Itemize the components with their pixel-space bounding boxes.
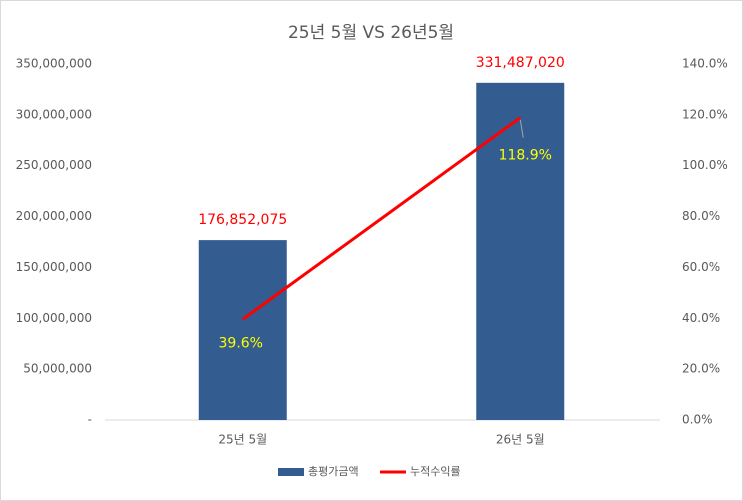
chart-title: 25년 5월 VS 26년5월 xyxy=(288,23,454,43)
line-value-label: 118.9% xyxy=(499,148,552,164)
y2-tick-label: 140.0% xyxy=(682,57,728,71)
y2-tick-label: 0.0% xyxy=(682,413,713,427)
y-tick-label: 150,000,000 xyxy=(16,260,92,274)
y-tick-label: 200,000,000 xyxy=(16,209,92,223)
y-tick-label: 250,000,000 xyxy=(16,158,92,172)
line xyxy=(241,116,522,321)
y-tick-label: 350,000,000 xyxy=(16,57,92,71)
bar-value-label: 331,487,020 xyxy=(476,55,565,71)
x-tick-label: 26년 5월 xyxy=(496,433,545,447)
y2-tick-label: 60.0% xyxy=(682,260,720,274)
legend-swatch xyxy=(278,468,304,476)
y2-tick-label: 40.0% xyxy=(682,311,720,325)
legend-label: 총평가금액 xyxy=(308,465,359,478)
y-tick-label: 50,000,000 xyxy=(23,362,92,376)
legend-label: 누적수익률 xyxy=(410,465,461,478)
leader-line xyxy=(519,119,524,138)
y-tick-label: - xyxy=(88,413,92,427)
bar xyxy=(198,240,287,420)
line-value-label: 39.6% xyxy=(219,335,263,351)
bar-value-label: 176,852,075 xyxy=(198,212,287,228)
y-tick-label: 100,000,000 xyxy=(16,311,92,325)
bar xyxy=(476,82,565,420)
y-tick-label: 300,000,000 xyxy=(16,107,92,121)
y2-tick-label: 100.0% xyxy=(682,158,728,172)
y2-tick-label: 20.0% xyxy=(682,362,720,376)
x-tick-label: 25년 5월 xyxy=(218,433,267,447)
y2-tick-label: 120.0% xyxy=(682,107,728,121)
y2-tick-label: 80.0% xyxy=(682,209,720,223)
